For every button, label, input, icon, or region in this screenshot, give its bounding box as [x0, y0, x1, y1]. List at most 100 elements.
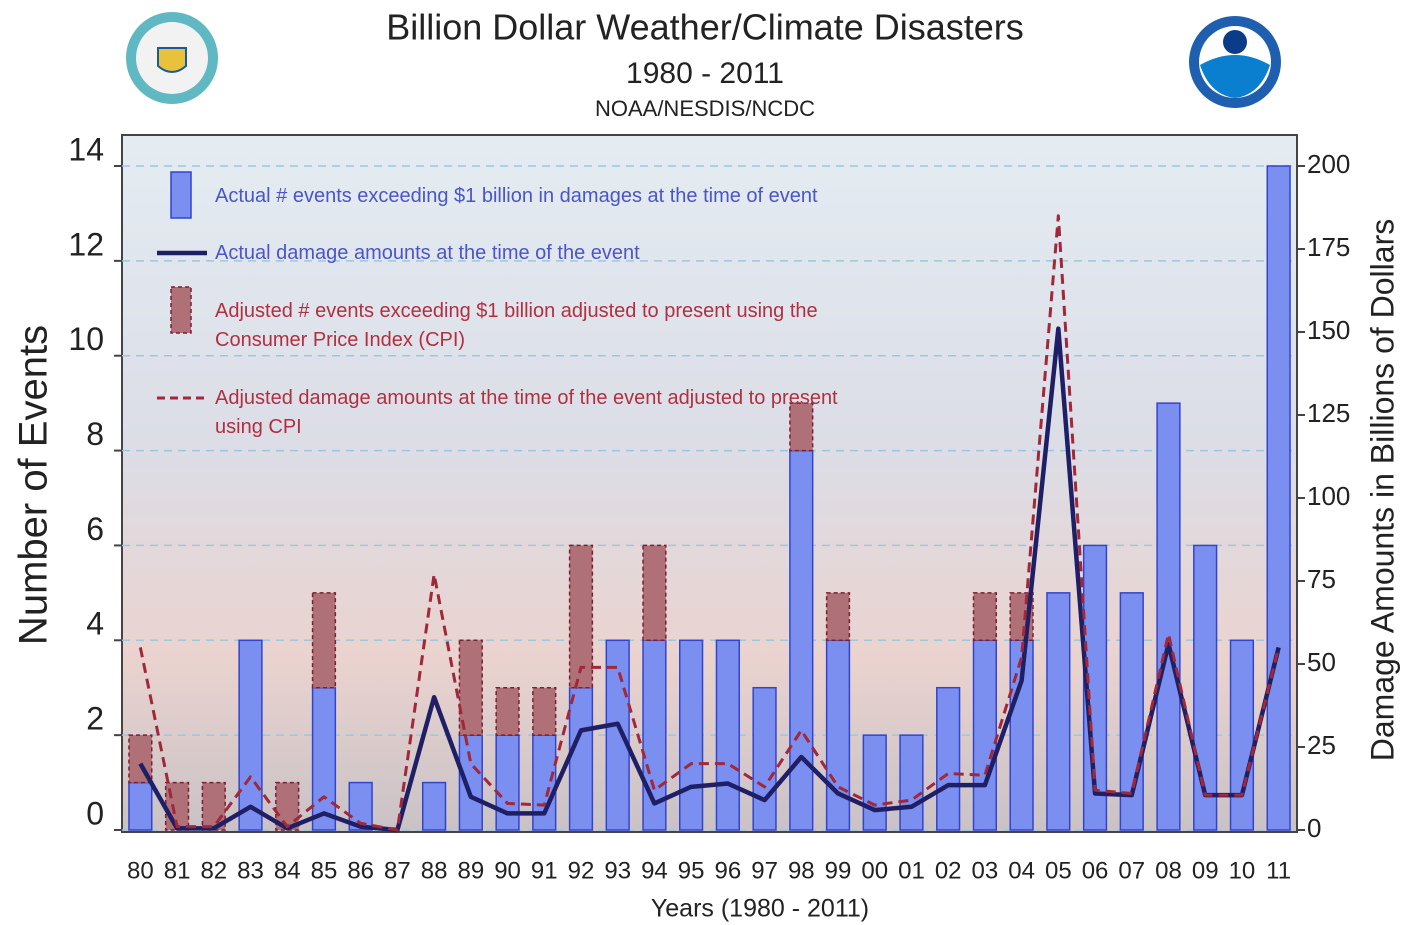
y2-tick-label: 150 — [1307, 315, 1350, 345]
line — [138, 326, 1281, 833]
bar — [679, 639, 704, 831]
x-tick-label: 09 — [1192, 857, 1219, 884]
commerce-logo — [126, 12, 218, 104]
adjusted-bar — [275, 781, 300, 831]
bar — [568, 686, 594, 831]
bar — [311, 686, 337, 831]
adjusted-bar — [568, 544, 594, 689]
bar — [238, 639, 263, 831]
bar — [1266, 165, 1291, 831]
y2-tick-label: 25 — [1307, 730, 1336, 760]
x-tick-label: 10 — [1229, 857, 1256, 884]
bar — [1156, 402, 1181, 831]
x-tick-label: 90 — [494, 857, 521, 884]
y2-tick-label: 75 — [1307, 564, 1336, 594]
legend-entry: Adjusted damage amounts at the time of t… — [215, 387, 838, 438]
y2-tick-label: 0 — [1307, 813, 1321, 843]
y2-tick-label: 100 — [1307, 481, 1350, 511]
y-tick-label: 0 — [86, 795, 104, 831]
y-tick-label: 6 — [86, 511, 104, 547]
y-tick-label: 10 — [68, 321, 104, 357]
x-tick-label: 99 — [825, 857, 852, 884]
x-tick-label: 00 — [861, 857, 888, 884]
y2-tick-label: 50 — [1307, 647, 1336, 677]
bar — [825, 639, 851, 831]
adjusted-bar — [789, 402, 814, 452]
y-tick-label: 14 — [68, 131, 104, 167]
y-axis-label: Number of Events — [12, 325, 56, 645]
legend-entry: Actual damage amounts at the time of the… — [215, 242, 640, 264]
x-tick-label: 05 — [1045, 857, 1072, 884]
y-tick-label: 4 — [86, 606, 104, 642]
adjusted-bar — [495, 686, 520, 736]
x-tick-label: 93 — [604, 857, 631, 884]
bar — [899, 734, 924, 831]
chart-title: Billion Dollar Weather/Climate Disasters — [386, 7, 1024, 48]
bar — [1193, 544, 1218, 831]
adjusted-bar — [532, 686, 557, 736]
x-tick-label: 87 — [384, 857, 411, 884]
y2-tick-label: 125 — [1307, 398, 1350, 428]
bar — [752, 686, 777, 831]
bar — [1082, 544, 1108, 831]
adjusted-bar — [642, 544, 667, 642]
bar — [128, 781, 153, 831]
y2-axis-label: Damage Amounts in Billions of Dollars — [1364, 219, 1400, 761]
bar — [862, 734, 887, 831]
x-tick-label: 03 — [972, 857, 999, 884]
x-tick-label: 86 — [347, 857, 374, 884]
chart-subtitle: 1980 - 2011 — [626, 57, 784, 90]
x-tick-label: 96 — [715, 857, 742, 884]
legend-swatch — [170, 171, 192, 219]
x-tick-label: 82 — [200, 857, 227, 884]
y2-tick-label: 175 — [1307, 232, 1350, 262]
x-tick-label: 95 — [678, 857, 705, 884]
bar — [458, 734, 483, 831]
bar — [348, 781, 373, 831]
x-tick-label: 08 — [1155, 857, 1182, 884]
adjusted-bar — [311, 592, 337, 689]
bar — [532, 734, 557, 831]
x-tick-label: 11 — [1266, 857, 1291, 884]
chart-source: NOAA/NESDIS/NCDC — [595, 96, 815, 121]
y-tick-label: 12 — [68, 226, 104, 262]
x-tick-label: 80 — [127, 857, 154, 884]
y-tick-label: 2 — [86, 701, 104, 737]
legend-swatch — [170, 286, 192, 334]
x-tick-label: 88 — [421, 857, 448, 884]
y-tick-label: 8 — [86, 416, 104, 452]
adjusted-bar — [972, 592, 998, 642]
x-tick-label: 91 — [531, 857, 558, 884]
legend-entry: Adjusted # events exceeding $1 billion a… — [215, 300, 818, 351]
bar — [495, 734, 520, 831]
x-tick-label: 06 — [1082, 857, 1109, 884]
x-tick-label: 83 — [237, 857, 264, 884]
noaa-logo — [1189, 16, 1281, 108]
x-tick-label: 98 — [788, 857, 815, 884]
bar — [972, 639, 998, 831]
x-tick-label: 04 — [1008, 857, 1035, 884]
adjusted-line — [138, 214, 1281, 832]
x-axis-label: Years (1980 - 2011) — [651, 895, 869, 923]
bar — [605, 639, 630, 831]
bar — [1046, 592, 1071, 831]
x-tick-label: 01 — [898, 857, 925, 884]
bar — [789, 449, 814, 831]
bar — [1229, 639, 1255, 831]
x-tick-label: 02 — [935, 857, 962, 884]
bar — [936, 686, 961, 831]
legend-entry: Actual # events exceeding $1 billion in … — [215, 185, 818, 207]
bar — [421, 781, 447, 831]
x-tick-label: 85 — [311, 857, 338, 884]
x-tick-label: 81 — [164, 857, 191, 884]
x-tick-label: 97 — [751, 857, 778, 884]
x-tick-label: 07 — [1118, 857, 1145, 884]
y2-tick-label: 200 — [1307, 149, 1350, 179]
x-tick-label: 94 — [641, 857, 668, 884]
x-tick-label: 92 — [568, 857, 595, 884]
adjusted-bar — [825, 592, 851, 642]
bar — [715, 639, 740, 831]
adjusted-bar — [458, 639, 483, 736]
